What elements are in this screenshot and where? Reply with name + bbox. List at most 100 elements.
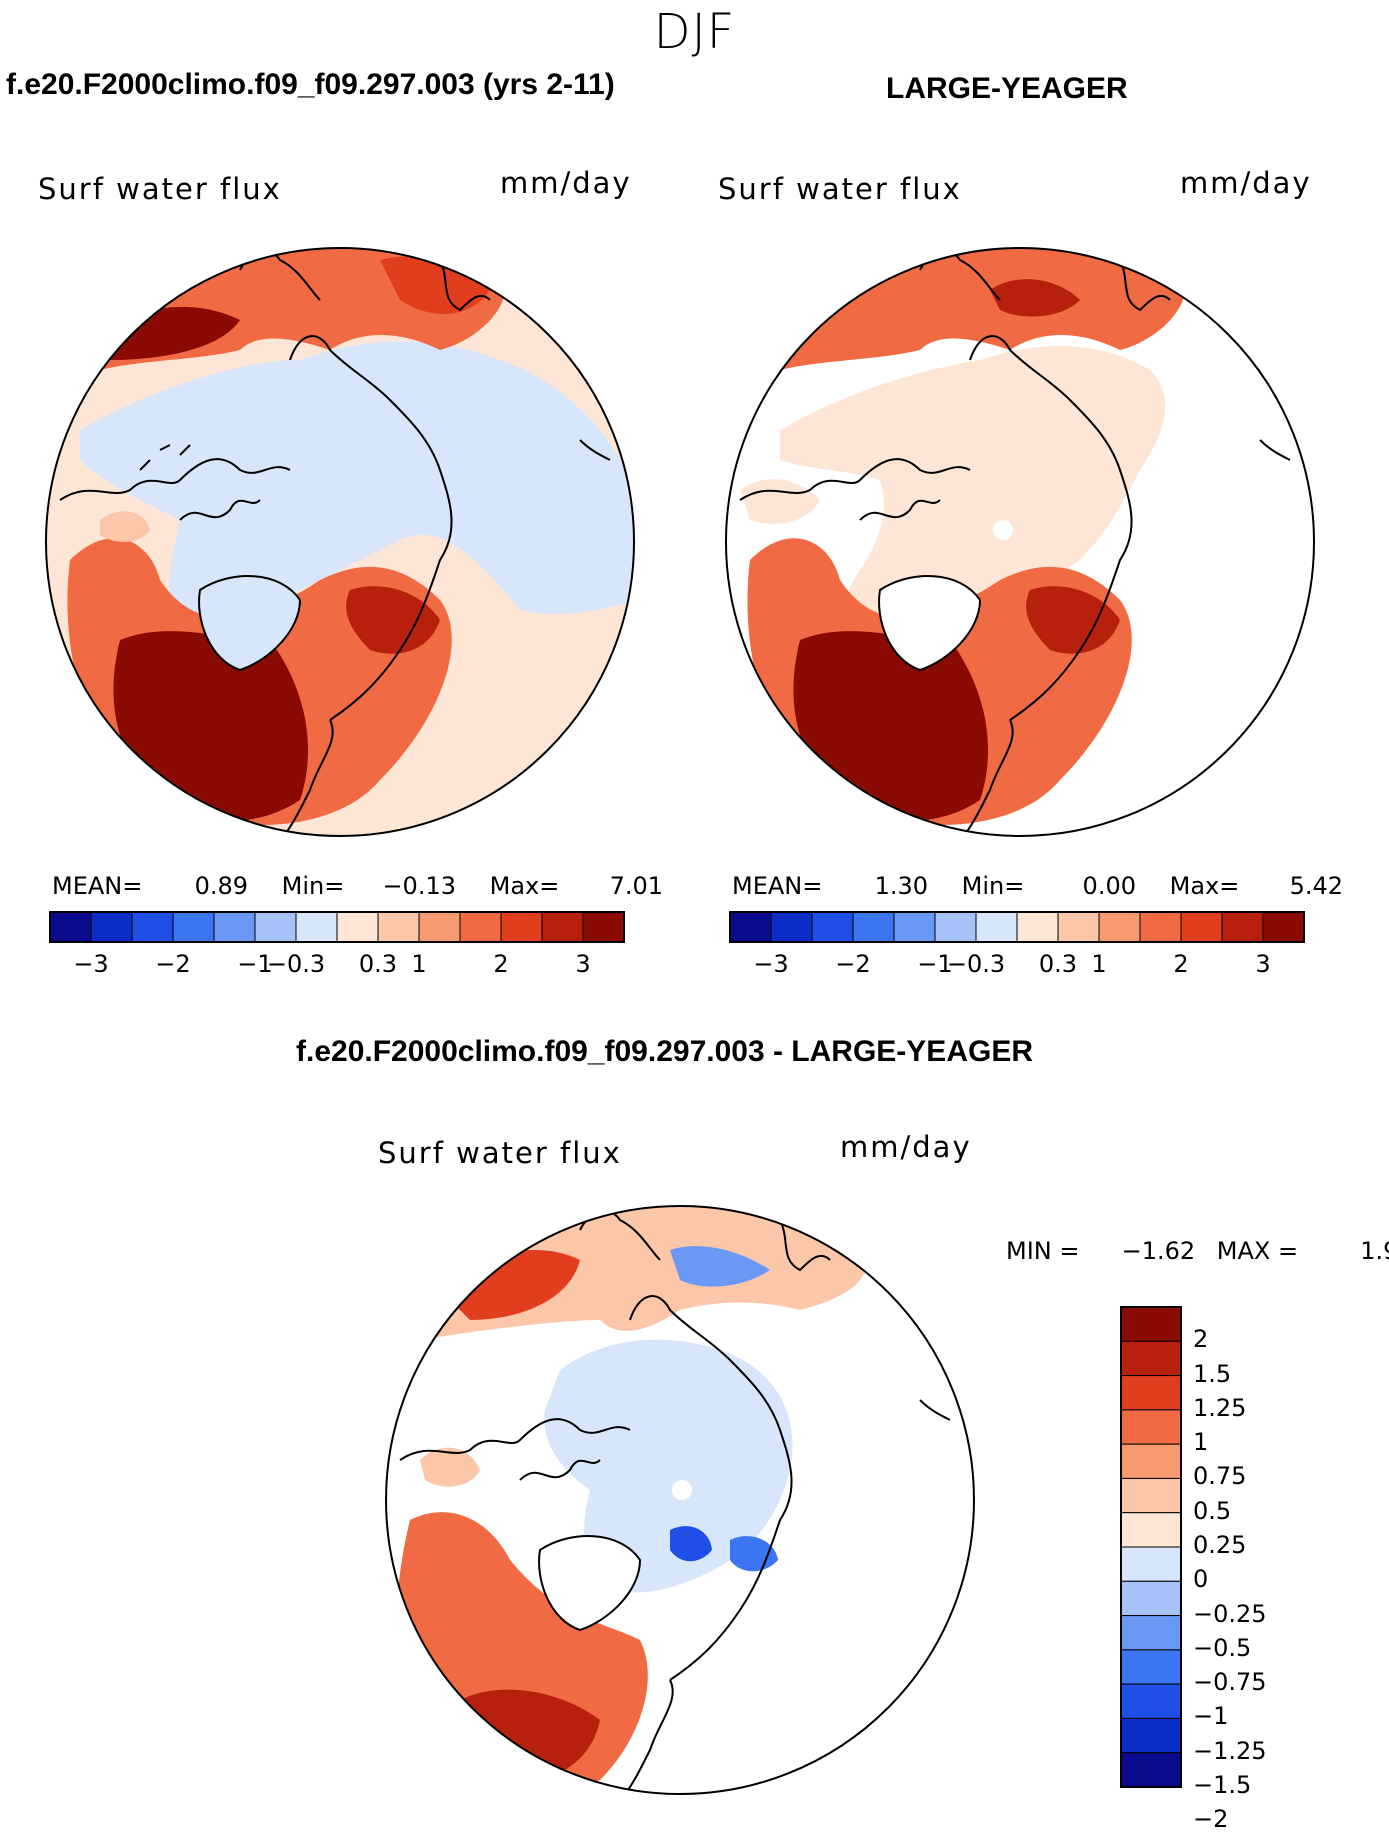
colorbar-tick-label: −2 — [835, 950, 871, 978]
colorbar-swatch — [770, 911, 813, 943]
colorbar-swatch — [934, 911, 977, 943]
colorbar-swatch — [729, 911, 772, 943]
colorbar-swatch — [1120, 1580, 1182, 1617]
colorbar-tick-label: −0.3 — [946, 950, 1006, 978]
panel1-mean-value: 0.89 — [194, 872, 248, 900]
colorbar-tick-label: 0 — [1193, 1565, 1209, 1594]
colorbar-swatch — [1120, 1443, 1182, 1479]
map2-boundary-circle — [725, 247, 1315, 837]
map1-boundary-circle — [45, 247, 635, 837]
colorbar-frame — [49, 911, 625, 943]
colorbar-swatch — [893, 911, 936, 943]
colorbar-tick-label: 2 — [1193, 1325, 1209, 1354]
map3-kara-negative-core — [730, 1536, 778, 1572]
colorbar-swatch — [377, 911, 420, 943]
map3-barents-negative-core — [670, 1526, 712, 1562]
colorbar-tick-label: 0.75 — [1193, 1462, 1247, 1491]
panel1-units-label: mm/day — [500, 166, 632, 200]
colorbar-tick-label: 1 — [411, 950, 427, 978]
colorbar-frame — [1120, 1306, 1182, 1788]
map2-greenland — [878, 575, 982, 672]
panel1-field-label: Surf water flux — [38, 172, 282, 206]
colorbar-tick-label: 2 — [493, 950, 509, 978]
colorbar-tick-label: −1.5 — [1193, 1771, 1252, 1799]
map3-greenland — [538, 1535, 642, 1632]
panel2-mean-value: 1.30 — [874, 872, 928, 900]
colorbar-swatch — [1120, 1477, 1182, 1514]
colorbar-tick-label: 3 — [1255, 950, 1271, 978]
colorbar-swatch — [1221, 911, 1264, 943]
colorbar-swatch — [1120, 1717, 1182, 1754]
colorbar-swatch — [295, 911, 338, 943]
panel1-stats: MEAN= 0.89 Min= −0.13 Max= 7.01 — [52, 872, 663, 900]
colorbar-tick-label: 1 — [1193, 1428, 1209, 1457]
colorbar-swatch — [1016, 911, 1059, 943]
panel3-min-label: MIN = — [1006, 1237, 1080, 1265]
panel1-max-value: 7.01 — [609, 872, 663, 900]
map1-alaska-patch — [100, 511, 150, 542]
colorbar-tick-label: −2 — [1193, 1805, 1229, 1833]
panel3-max-value: 1.95 — [1360, 1237, 1389, 1265]
panel1-mean-label: MEAN= — [52, 872, 143, 900]
map2-atlantic-core — [793, 631, 989, 821]
colorbar-swatch — [172, 911, 215, 943]
colorbar-tick-label: 0.25 — [1193, 1531, 1247, 1559]
colorbar-swatch — [1120, 1683, 1182, 1719]
colorbar-swatch — [49, 911, 92, 943]
map3-bering-negative — [670, 1246, 770, 1287]
colorbar-tick-label: −3 — [73, 950, 109, 978]
panel2-mean-label: MEAN= — [732, 872, 823, 900]
map3-arctic-negative — [544, 1339, 793, 1593]
colorbar-tick-label: 3 — [575, 950, 591, 978]
colorbar-tick-label: 1.5 — [1193, 1359, 1232, 1388]
panel1-min-label: Min= — [281, 872, 345, 900]
colorbar-tick-label: 1.25 — [1193, 1393, 1247, 1422]
colorbar-swatch — [1120, 1546, 1182, 1582]
colorbar-tick-label: −2 — [155, 950, 191, 978]
panel2-max-value: 5.42 — [1289, 872, 1343, 900]
colorbar-tick-label: −0.3 — [266, 950, 326, 978]
map2-norwegian-sea-core — [1026, 586, 1120, 654]
colorbar-tick-label: 0.3 — [358, 950, 398, 978]
colorbar-swatch — [811, 911, 854, 943]
map3-pole-marker — [672, 1480, 692, 1500]
colorbar-swatch — [213, 911, 256, 943]
colorbar-swatch — [1120, 1306, 1182, 1342]
panel3-field-label: Surf water flux — [378, 1136, 622, 1170]
colorbar-tick-label: 1 — [1091, 950, 1107, 978]
panel1-max-label: Max= — [489, 872, 560, 900]
map2-alaska-patch — [740, 479, 820, 524]
colorbar-swatch — [90, 911, 133, 943]
colorbar-swatch — [1098, 911, 1141, 943]
colorbar-swatch — [541, 911, 584, 943]
map-panel1 — [45, 247, 635, 837]
panel1-case-title: f.e20.F2000climo.f09_f09.297.003 (yrs 2-… — [6, 68, 615, 101]
colorbar-swatch — [254, 911, 297, 943]
map2-pole-marker — [993, 520, 1013, 540]
colorbar-swatch — [975, 911, 1018, 943]
colorbar-swatch — [336, 911, 379, 943]
panel2-case-title: LARGE-YEAGER — [886, 72, 1128, 105]
map1-norwegian-sea-core — [346, 586, 440, 654]
difference-title: f.e20.F2000climo.f09_f09.297.003 - LARGE… — [296, 1035, 1033, 1068]
colorbar-swatch — [852, 911, 895, 943]
season-title: DJF — [653, 4, 736, 60]
map-panel2 — [725, 247, 1315, 837]
colorbar-swatch — [1120, 1375, 1182, 1411]
colorbar-tick-label: 0.5 — [1193, 1496, 1232, 1525]
colorbar-difference — [1120, 1306, 1182, 1788]
map2-pacific-core — [990, 279, 1080, 317]
panel3-min-value: −1.62 — [1121, 1237, 1196, 1265]
map1-greenland — [198, 575, 302, 672]
colorbar-tick-label: −3 — [753, 950, 789, 978]
colorbar-swatch — [1120, 1649, 1182, 1685]
colorbar-panel1 — [49, 911, 625, 943]
colorbar-swatch — [1180, 911, 1223, 943]
panel1-min-value: −0.13 — [382, 872, 456, 900]
colorbar-tick-label: 2 — [1173, 950, 1189, 978]
map2-arctic-ocean — [780, 346, 1166, 660]
colorbar-swatch — [1139, 911, 1182, 943]
colorbar-frame — [729, 911, 1305, 943]
colorbar-tick-label: −1 — [917, 950, 953, 978]
map3-boundary-circle — [385, 1205, 975, 1795]
